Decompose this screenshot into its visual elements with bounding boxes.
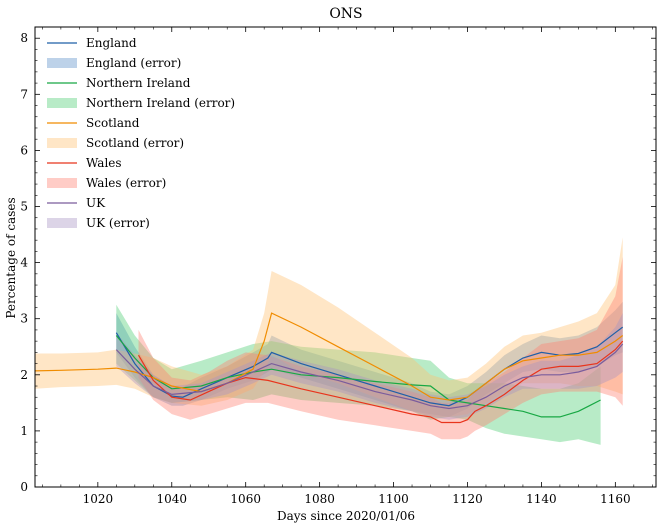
x-axis-label: Days since 2020/01/06 [277,509,415,523]
series-line-wales [137,340,624,424]
x-tick-label: 1100 [378,492,409,506]
error-band-wales [138,257,623,440]
legend-label-uk: UK [86,196,106,210]
y-tick-label: 7 [20,87,28,101]
y-tick-label: 1 [20,424,28,438]
legend-label-scotland-error: Scotland (error) [86,136,184,150]
legend-label-northern-ireland: Northern Ireland [86,76,191,90]
legend-label-england: England [86,36,137,50]
legend-label-wales: Wales [86,156,122,170]
legend-swatch-england-error [47,58,77,68]
legend-swatch-uk-error [47,218,77,228]
x-tick-label: 1160 [600,492,631,506]
y-tick-label: 0 [20,480,28,494]
x-tick-label: 1040 [156,492,187,506]
series-line-uk [115,343,624,410]
legend-label-wales-error: Wales (error) [86,176,166,190]
error-band-england [116,301,623,417]
series-line-scotland [35,312,624,401]
legend-swatch-wales-error [47,178,77,188]
plot-frame [34,26,657,488]
y-axis-label: Percentage of cases [4,197,18,318]
error-band-scotland [35,237,623,417]
error-band-northern-ireland [116,304,601,445]
legend-swatch-scotland-error [47,138,77,148]
series-line-northern-ireland [115,335,601,418]
y-tick-label: 2 [20,368,28,382]
y-tick-label: 3 [20,312,28,326]
chart-title: ONS [329,6,362,22]
legend-label-uk-error: UK (error) [86,216,150,230]
legend-swatch-northern-ireland-error [47,98,77,108]
x-tick-label: 1120 [452,492,483,506]
plot-area [35,237,624,445]
legend-label-northern-ireland-error: Northern Ireland (error) [86,96,235,110]
y-tick-label: 8 [20,31,28,45]
error-band-uk [116,313,623,420]
legend: England England (error) Northern Ireland No… [47,36,235,230]
legend-label-scotland: Scotland [86,116,140,130]
x-tick-label: 1020 [83,492,114,506]
y-tick-label: 5 [20,200,28,214]
y-tick-label: 4 [20,256,28,270]
x-tick-label: 1080 [304,492,335,506]
x-tick-label: 1140 [526,492,557,506]
y-tick-label: 6 [20,143,28,157]
legend-label-england-error: England (error) [86,56,181,70]
series-line-england [115,326,624,407]
x-tick-label: 1060 [230,492,261,506]
